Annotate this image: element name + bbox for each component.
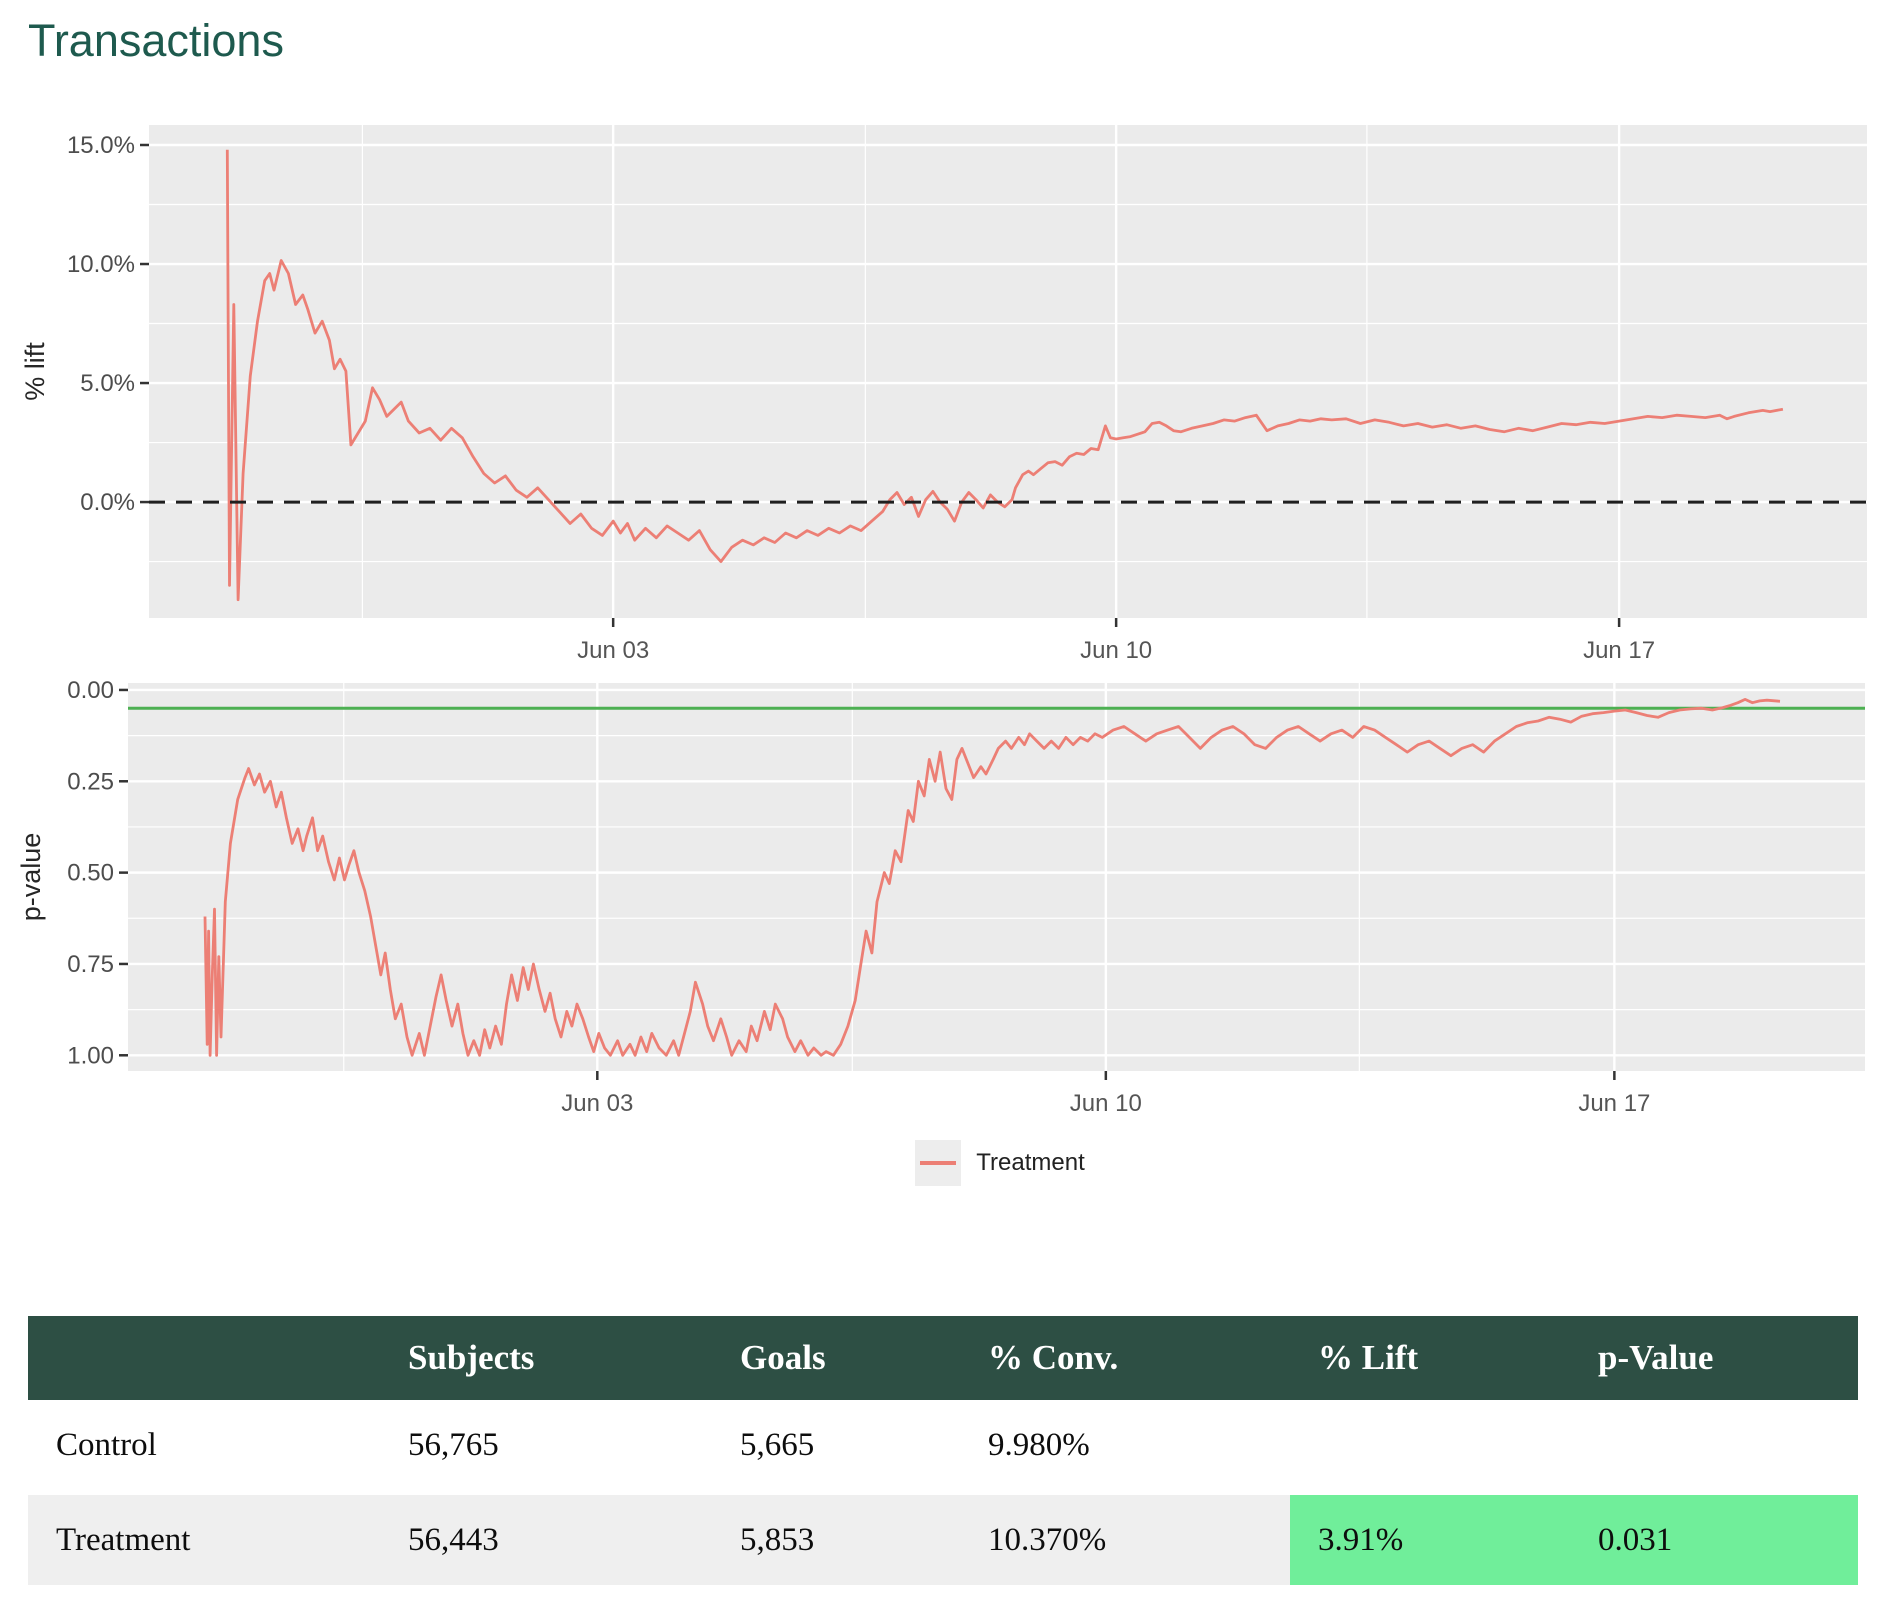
control-lift (1290, 1400, 1570, 1493)
results-table: Subjects Goals % Conv. % Lift p-Value Co… (28, 1316, 1858, 1585)
col-header-subjects: Subjects (380, 1316, 712, 1400)
treatment-goals: 5,853 (712, 1490, 960, 1585)
lift-and-pvalue-charts: 15.0% 10.0% 5.0% 0.0% Jun 03 Jun 10 Jun 17 % li… (16, 125, 1867, 1117)
y-tick-label: 5.0% (80, 370, 135, 397)
x-tick-label: Jun 10 (1080, 637, 1152, 664)
chart-lift: 15.0% 10.0% 5.0% 0.0% Jun 03 Jun 10 Jun 17 % li… (20, 125, 1867, 664)
control-pvalue (1570, 1400, 1858, 1493)
treatment-lift: 3.91% (1290, 1490, 1570, 1585)
control-label: Control (28, 1400, 380, 1493)
plot-area (149, 125, 1867, 618)
page-title: Transactions (28, 15, 284, 66)
treatment-conv: 10.370% (960, 1490, 1290, 1585)
x-tick-label: Jun 03 (561, 1090, 633, 1117)
table-row-treatment: Treatment 56,443 5,853 10.370% 3.91% 0.0… (28, 1490, 1858, 1585)
y-tick-label: 0.00 (67, 677, 114, 704)
y-tick-label: 1.00 (67, 1042, 114, 1069)
x-tick-label: Jun 10 (1070, 1090, 1142, 1117)
table-header-row: Subjects Goals % Conv. % Lift p-Value (28, 1316, 1858, 1400)
control-goals: 5,665 (712, 1400, 960, 1493)
table-row-control: Control 56,765 5,665 9.980% (28, 1400, 1858, 1493)
x-tick-label: Jun 17 (1578, 1090, 1650, 1117)
chart-pvalue: 0.00 0.25 0.50 0.75 1.00 Jun 03 Jun 10 Jun 17 p-… (16, 677, 1865, 1117)
x-tick-label: Jun 03 (577, 637, 649, 664)
control-subjects: 56,765 (380, 1400, 712, 1493)
plot-area (128, 683, 1865, 1071)
col-header-conv: % Conv. (960, 1316, 1290, 1400)
y-tick-label: 0.25 (67, 768, 114, 795)
treatment-pvalue: 0.031 (1570, 1490, 1858, 1585)
col-header-row-label (28, 1316, 380, 1400)
legend-label: Treatment (976, 1149, 1085, 1176)
x-tick-label: Jun 17 (1583, 637, 1655, 664)
pvalue-series-line (203, 698, 1781, 1057)
col-header-goals: Goals (712, 1316, 960, 1400)
treatment-subjects: 56,443 (380, 1490, 712, 1585)
col-header-pvalue: p-Value (1570, 1316, 1858, 1400)
legend-key-box (915, 1140, 962, 1186)
chart-legend: Treatment (57, 1128, 1886, 1198)
y-tick-label: 10.0% (67, 251, 135, 278)
col-header-lift: % Lift (1290, 1316, 1570, 1400)
treatment-label: Treatment (28, 1490, 380, 1585)
y-tick-label: 0.0% (80, 489, 135, 516)
pvalue-axis-title: p-value (16, 833, 46, 922)
y-tick-label: 0.50 (67, 860, 114, 887)
lift-axis-title: % lift (20, 342, 50, 401)
y-tick-label: 0.75 (67, 951, 114, 978)
y-tick-label: 15.0% (67, 132, 135, 159)
control-conv: 9.980% (960, 1400, 1290, 1493)
legend-line-sample (920, 1161, 957, 1165)
